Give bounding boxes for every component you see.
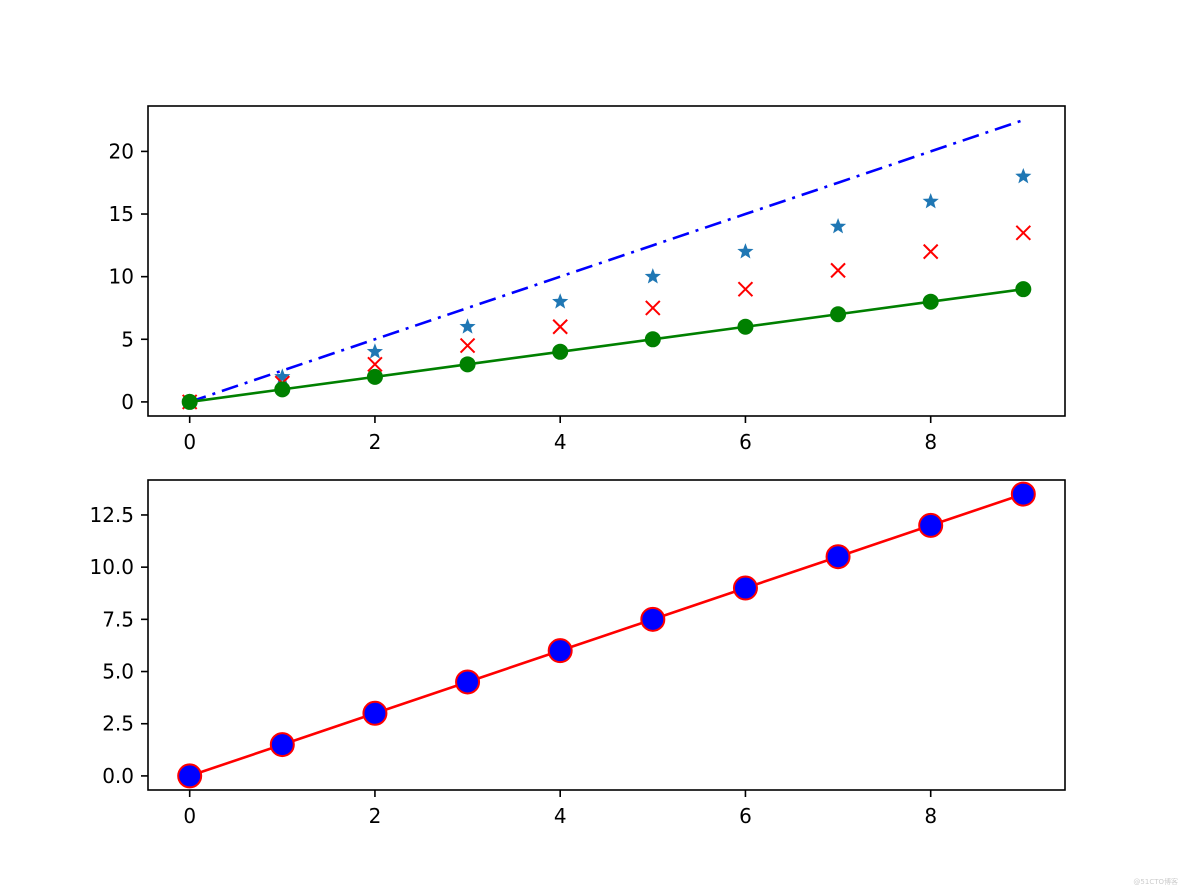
data-point [1015,167,1032,184]
data-point [552,293,569,309]
data-point [269,732,295,758]
watermark: @51CTO博客 [1133,877,1178,886]
data-point [552,319,568,335]
x-tick-label: 0 [183,804,196,828]
data-point [455,669,481,695]
data-point [367,356,383,373]
y-tick-label: 20 [109,139,134,163]
data-point [918,512,944,538]
data-point [1015,281,1032,298]
data-point [644,268,661,284]
top-subplot: 0 2 4 6 8 0 5 10 15 20 [109,105,1066,454]
data-point [732,575,758,601]
data-point [644,331,661,348]
plot-area [177,481,1036,789]
data-point [274,368,291,384]
plot-area [181,118,1032,410]
series-line [189,118,1024,404]
x-tick-label: 6 [739,804,752,828]
data-point [274,381,291,398]
data-point [922,293,939,310]
x-tick-label: 2 [369,804,382,828]
y-tick-label: 0.0 [102,764,134,788]
y-tick-label: 7.5 [102,607,134,631]
y-tick-label: 10 [109,265,134,289]
data-point [737,243,754,259]
y-tick-label: 10.0 [89,555,134,579]
data-point [640,606,666,632]
axes-frame [147,479,1066,791]
data-point [737,318,754,335]
series-line [189,287,1024,404]
y-tick-label: 0 [121,390,134,414]
data-point [459,318,476,334]
bottom-subplot: 0 2 4 6 8 0.0 2.5 5.0 7.5 10.0 12.5 [89,479,1066,828]
data-point [1010,481,1036,507]
data-point [362,700,388,726]
series-0 [189,118,1024,404]
x-tick-label: 8 [924,430,937,454]
data-point [922,193,939,209]
data-point [177,763,203,789]
x-tick-label: 6 [739,430,752,454]
x-tick-label: 8 [924,804,937,828]
data-point [459,337,476,354]
x-tick-label: 4 [554,430,567,454]
axes-frame [147,105,1066,417]
x-tick-label: 0 [183,430,196,454]
data-point [830,306,847,323]
series-0 [177,481,1036,789]
y-tick-label: 12.5 [89,503,134,527]
data-point [366,368,383,385]
series-3 [181,281,1032,410]
data-point [181,393,198,410]
data-point [922,243,939,260]
data-point [552,343,569,360]
x-tick-label: 2 [369,430,382,454]
data-point [737,281,754,297]
data-point [1015,225,1032,241]
data-point [645,300,661,316]
y-tick-label: 5 [121,327,134,351]
series-line [189,492,1024,778]
y-tick-label: 2.5 [102,712,134,736]
data-point [830,262,846,279]
x-tick-label: 4 [554,804,567,828]
data-point [459,356,476,373]
data-point [829,218,847,234]
data-point [366,343,384,359]
y-tick-label: 5.0 [102,660,134,684]
data-point [825,544,851,570]
data-point [547,638,573,664]
y-tick-label: 15 [109,202,134,226]
